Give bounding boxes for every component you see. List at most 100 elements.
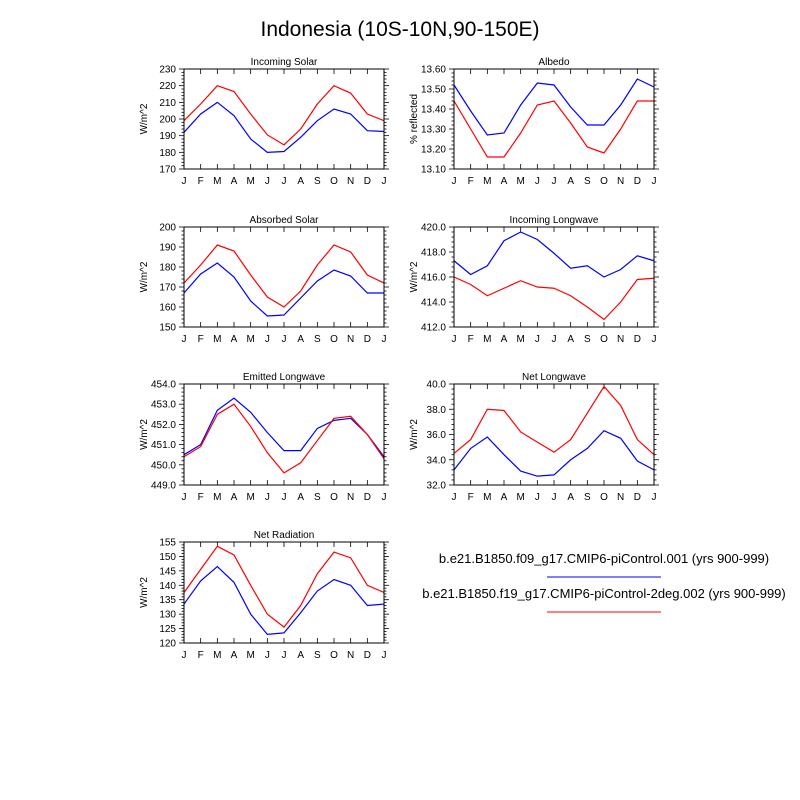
x-tick-label: A: [501, 492, 508, 503]
y-tick-label: 412.0: [421, 323, 446, 334]
x-tick-label: D: [634, 176, 641, 187]
x-tick-label: F: [468, 334, 474, 345]
x-tick-label: O: [330, 176, 338, 187]
y-tick-label: 170: [159, 283, 176, 294]
y-tick-label: 450.0: [151, 460, 176, 471]
x-tick-label: A: [231, 176, 238, 187]
y-tick-label: 190: [159, 131, 176, 142]
x-tick-label: M: [246, 492, 254, 503]
axis-ticks: [179, 226, 389, 328]
y-tick-label: 40.0: [427, 380, 447, 391]
plot-frame: [453, 68, 655, 170]
y-axis-label: W/m^2: [139, 103, 150, 134]
x-tick-label: J: [652, 334, 657, 345]
series-line-2: [453, 276, 655, 321]
y-tick-label: 454.0: [151, 380, 176, 391]
x-tick-label: A: [567, 492, 574, 503]
series-line-2: [183, 403, 385, 474]
x-tick-label: M: [213, 492, 221, 503]
y-tick-label: 13.40: [421, 105, 446, 116]
chart-title: Net Radiation: [254, 530, 315, 541]
x-tick-label: J: [265, 176, 270, 187]
x-tick-label: S: [584, 334, 591, 345]
chart-title: Net Longwave: [522, 372, 586, 383]
y-tick-label: 13.60: [421, 65, 446, 76]
x-tick-label: J: [552, 334, 557, 345]
x-tick-label: M: [246, 334, 254, 345]
y-tick-label: 155: [159, 538, 176, 549]
axis-ticks: [449, 226, 659, 328]
x-tick-label: D: [634, 334, 641, 345]
x-tick-label: F: [468, 176, 474, 187]
y-tick-label: 140: [159, 581, 176, 592]
y-tick-label: 34.0: [427, 455, 447, 466]
x-tick-label: S: [314, 176, 321, 187]
y-tick-label: 420.0: [421, 223, 446, 234]
series-line-2: [183, 244, 385, 308]
y-tick-label: 36.0: [427, 430, 447, 441]
plot-frame: [453, 383, 655, 486]
x-tick-label: M: [213, 334, 221, 345]
y-axis-label: W/m^2: [409, 419, 420, 450]
x-tick-label: J: [282, 176, 287, 187]
y-axis-label: W/m^2: [139, 419, 150, 450]
x-tick-label: F: [198, 492, 204, 503]
chart-title: Incoming Solar: [251, 57, 318, 68]
series-line-1: [183, 565, 385, 635]
x-tick-label: M: [213, 176, 221, 187]
x-tick-label: M: [213, 650, 221, 661]
x-tick-label: J: [382, 176, 387, 187]
y-tick-label: 135: [159, 595, 176, 606]
y-tick-label: 130: [159, 610, 176, 621]
x-tick-label: D: [364, 334, 371, 345]
y-tick-label: 180: [159, 148, 176, 159]
x-tick-label: J: [535, 492, 540, 503]
plot-frame: [453, 226, 655, 328]
x-tick-label: M: [516, 492, 524, 503]
y-tick-label: 13.50: [421, 85, 446, 96]
legend-label: b.e21.B1850.f19_g17.CMIP6-piControl-2deg…: [422, 586, 786, 601]
legend: b.e21.B1850.f09_g17.CMIP6-piControl.001 …: [422, 551, 786, 613]
x-tick-label: O: [600, 492, 608, 503]
y-tick-label: 220: [159, 81, 176, 92]
y-axis-label: % reflected: [409, 94, 420, 144]
x-tick-label: J: [265, 492, 270, 503]
x-tick-label: O: [600, 176, 608, 187]
series-line-2: [453, 100, 654, 158]
x-tick-label: F: [198, 176, 204, 187]
x-tick-label: A: [567, 334, 574, 345]
series-line-1: [453, 429, 655, 477]
y-tick-label: 180: [159, 263, 176, 274]
x-tick-label: N: [617, 492, 624, 503]
plot-frame: [183, 541, 385, 644]
x-tick-label: S: [314, 492, 321, 503]
x-tick-label: A: [231, 334, 238, 345]
y-tick-label: 200: [159, 115, 176, 126]
axis-ticks: [449, 383, 659, 486]
x-tick-label: A: [501, 176, 508, 187]
x-tick-label: M: [483, 176, 491, 187]
y-tick-label: 200: [159, 223, 176, 234]
x-tick-label: S: [584, 492, 591, 503]
y-tick-label: 452.0: [151, 420, 176, 431]
x-tick-label: J: [535, 334, 540, 345]
y-axis-label: W/m^2: [139, 577, 150, 608]
x-tick-label: J: [452, 334, 457, 345]
x-tick-label: J: [265, 334, 270, 345]
x-tick-label: J: [265, 650, 270, 661]
x-tick-label: A: [231, 492, 238, 503]
series-line-2: [183, 545, 385, 628]
y-tick-label: 160: [159, 303, 176, 314]
y-axis-label: W/m^2: [139, 261, 150, 292]
x-tick-label: J: [535, 176, 540, 187]
series-line-2: [183, 84, 385, 146]
plot-frame: [183, 226, 385, 328]
